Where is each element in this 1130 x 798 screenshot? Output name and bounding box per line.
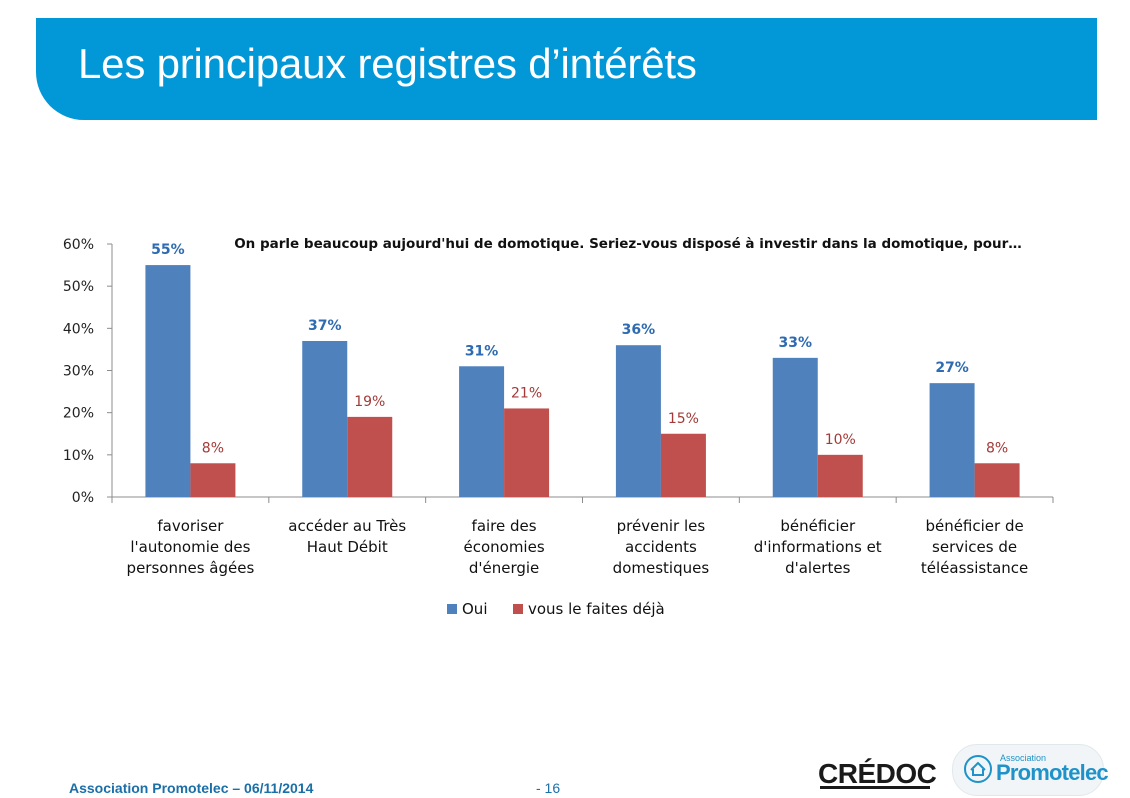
bar-oui — [772, 357, 818, 497]
data-label: 37% — [308, 318, 342, 334]
bar-deja — [347, 416, 393, 497]
bar-oui — [929, 383, 975, 497]
x-tick-label: d'informations et — [754, 538, 882, 556]
legend-swatch-deja — [513, 604, 523, 614]
x-tick-label: accidents — [625, 538, 697, 556]
footer-text: Association Promotelec – 06/11/2014 — [69, 780, 314, 796]
x-tick-label: Haut Débit — [307, 538, 388, 556]
data-label: 55% — [151, 242, 185, 258]
y-tick-label: 0% — [72, 490, 94, 506]
bar-oui — [615, 345, 661, 497]
data-label: 19% — [354, 394, 385, 410]
data-label: 36% — [622, 322, 656, 338]
chart-title: On parle beaucoup aujourd'hui de domotiq… — [234, 236, 1022, 252]
y-tick-label: 30% — [63, 364, 94, 380]
data-label: 31% — [465, 343, 499, 359]
credoc-logo: CRÉDOC — [818, 758, 937, 789]
promotelec-logo — [952, 744, 1104, 796]
x-tick-label: bénéficier — [780, 517, 856, 535]
legend-swatch-oui — [447, 604, 457, 614]
data-label: 10% — [825, 432, 856, 448]
x-tick-label: personnes âgées — [127, 559, 255, 577]
y-tick-label: 50% — [63, 279, 94, 295]
x-tick-label: accéder au Très — [288, 517, 406, 535]
x-tick-label: services de — [932, 538, 1017, 556]
x-tick-label: téléassistance — [921, 559, 1028, 577]
data-label: 33% — [778, 335, 812, 351]
data-label: 15% — [668, 411, 699, 427]
bar-deja — [974, 463, 1020, 497]
x-tick-label: économies — [463, 538, 544, 556]
legend-label-oui: Oui — [462, 600, 487, 618]
x-tick-label: prévenir les — [617, 517, 706, 535]
promotelec-logo-small-text: Association — [1000, 753, 1047, 763]
promotelec-logo-name: Promotelec — [996, 760, 1109, 785]
slide-title: Les principaux registres d’intérêts — [78, 40, 697, 87]
data-label: 8% — [202, 440, 224, 456]
x-tick-label: bénéficier de — [925, 517, 1023, 535]
bar-deja — [660, 433, 706, 497]
bar-oui — [145, 265, 191, 497]
x-tick-label: d'énergie — [469, 559, 539, 577]
bar-deja — [504, 408, 550, 497]
x-tick-label: faire des — [472, 517, 537, 535]
legend-label-deja: vous le faites déjà — [528, 600, 665, 618]
x-tick-label: l'autonomie des — [130, 538, 250, 556]
page-number: - 16 — [536, 780, 561, 796]
y-tick-label: 60% — [63, 237, 94, 253]
bar-deja — [817, 454, 863, 497]
bar-deja — [190, 463, 236, 497]
bar-oui — [302, 340, 348, 497]
x-tick-label: d'alertes — [785, 559, 851, 577]
y-tick-label: 40% — [63, 321, 94, 337]
data-label: 21% — [511, 385, 542, 401]
y-tick-label: 10% — [63, 448, 94, 464]
y-tick-label: 20% — [63, 406, 94, 422]
credoc-logo-underline — [820, 786, 930, 789]
x-tick-label: favoriser — [157, 517, 224, 535]
x-tick-label: domestiques — [613, 559, 710, 577]
data-label: 27% — [935, 360, 969, 376]
data-label: 8% — [986, 440, 1008, 456]
bar-oui — [459, 366, 505, 497]
house-icon — [964, 755, 992, 783]
title-banner — [36, 18, 1097, 120]
